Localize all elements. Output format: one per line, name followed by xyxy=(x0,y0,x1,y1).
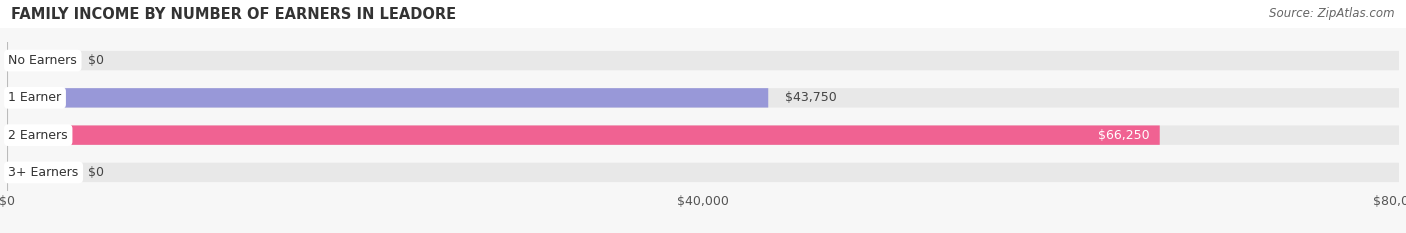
Text: No Earners: No Earners xyxy=(8,54,77,67)
FancyBboxPatch shape xyxy=(7,163,63,182)
Text: Source: ZipAtlas.com: Source: ZipAtlas.com xyxy=(1270,7,1395,20)
Text: $66,250: $66,250 xyxy=(1098,129,1150,142)
FancyBboxPatch shape xyxy=(7,125,1160,145)
FancyBboxPatch shape xyxy=(7,163,1399,182)
FancyBboxPatch shape xyxy=(7,125,1399,145)
FancyBboxPatch shape xyxy=(7,51,1399,70)
Text: 3+ Earners: 3+ Earners xyxy=(8,166,79,179)
FancyBboxPatch shape xyxy=(7,51,63,70)
FancyBboxPatch shape xyxy=(7,88,768,108)
Text: $0: $0 xyxy=(87,166,104,179)
Text: $0: $0 xyxy=(87,54,104,67)
Text: FAMILY INCOME BY NUMBER OF EARNERS IN LEADORE: FAMILY INCOME BY NUMBER OF EARNERS IN LE… xyxy=(11,7,457,22)
Text: 1 Earner: 1 Earner xyxy=(8,91,62,104)
Text: $43,750: $43,750 xyxy=(785,91,837,104)
FancyBboxPatch shape xyxy=(7,88,1399,108)
Text: 2 Earners: 2 Earners xyxy=(8,129,67,142)
